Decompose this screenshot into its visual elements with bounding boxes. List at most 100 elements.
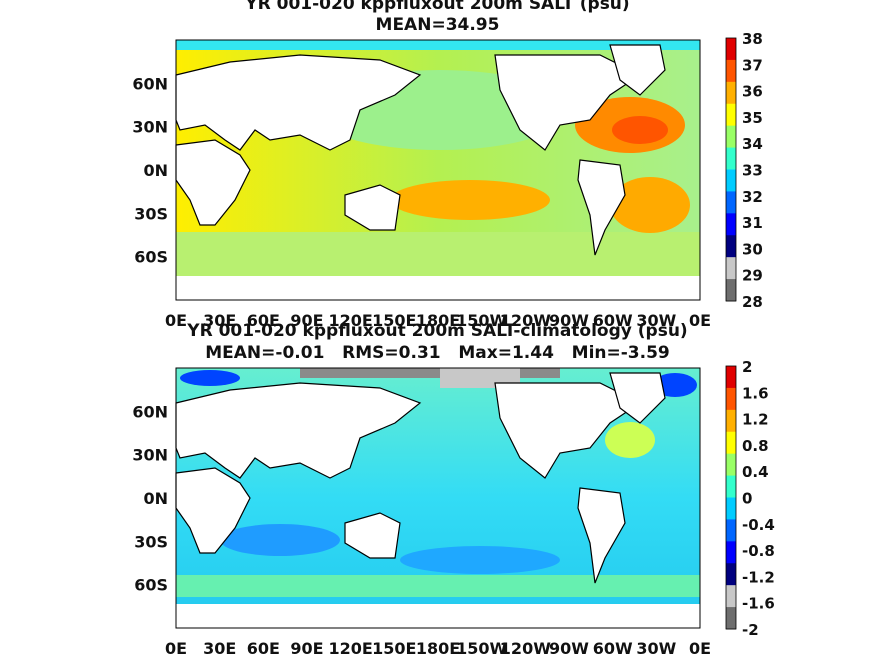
bottom-x-tick-label: 150W [456, 639, 507, 656]
top-y-tick-label: 0N [143, 161, 168, 180]
bottom-x-tick-label: 180E [416, 639, 460, 656]
top-colorbar-swatch [726, 125, 736, 149]
top-y-tick-label: 30N [132, 118, 168, 137]
top-x-tick-label: 120W [500, 311, 551, 330]
bottom-x-tick-label: 30W [636, 639, 676, 656]
bottom-x-tick-label: 120E [329, 639, 373, 656]
bottom-colorbar-swatch [726, 366, 736, 389]
top-south-pacific-orange [390, 180, 550, 220]
bottom-colorbar-tick-label: 2 [742, 358, 752, 376]
top-colorbar-frame [725, 37, 737, 302]
bottom-colorbar-tick-label: -1.6 [742, 595, 775, 613]
top-colorbar-swatch [726, 257, 736, 280]
bottom-x-tick-label: 120W [500, 639, 551, 656]
top-map-frame [175, 39, 701, 301]
bottom-colorbar-swatch [726, 453, 736, 477]
bottom-colorbar-swatch [726, 409, 736, 433]
top-x-tick-label: 150W [456, 311, 507, 330]
top-chart-title: YR 001-020 kppfluxout 200m SALT (psu) [245, 0, 630, 14]
top-colorbar-swatch [726, 213, 736, 236]
bottom-south-indian-blue [220, 524, 340, 556]
top-colorbar-tick-label: 30 [742, 240, 763, 258]
top-southern-ocean-band [176, 232, 700, 277]
top-land-eurasia [175, 54, 422, 151]
top-x-tick-label: 30W [636, 311, 676, 330]
top-land [175, 44, 666, 256]
bottom-y-tick-label: 30S [134, 532, 168, 551]
top-antarctic-band [176, 276, 700, 300]
bottom-x-tick-label: 0E [165, 639, 187, 656]
top-colorbar-swatch [726, 147, 736, 170]
top-x-tick-label: 60E [247, 311, 280, 330]
bottom-x-tick-label: 150E [372, 639, 416, 656]
bottom-map-frame [175, 367, 701, 629]
bottom-antarctic-band [176, 604, 700, 628]
top-land-greenland [609, 44, 666, 96]
top-colorbar-tick-label: 36 [742, 83, 763, 101]
bottom-colorbar-tick-label: -0.4 [742, 516, 775, 534]
top-y-tick-label: 30S [134, 204, 168, 223]
top-x-tick-label: 90W [549, 311, 589, 330]
top-x-tick-label: 150E [372, 311, 416, 330]
top-chart-subtitle: MEAN=34.95 [375, 15, 500, 35]
bottom-colorbar-swatch [726, 431, 736, 455]
bottom-x-tick-label: 60E [247, 639, 280, 656]
bottom-colorbar-tick-label: -1.2 [742, 568, 775, 586]
top-colorbar-swatch [726, 103, 736, 127]
top-colorbar-swatch [726, 59, 736, 83]
bottom-land-australia [344, 512, 401, 559]
top-colorbar-tick-label: 33 [742, 162, 763, 180]
top-colorbar-tick-label: 38 [742, 30, 763, 48]
bottom-x-tick-label: 30E [203, 639, 236, 656]
bottom-colorbar-swatch [726, 519, 736, 542]
bottom-land-greenland [609, 372, 666, 424]
bottom-arctic-gray [300, 368, 560, 378]
top-colorbar-tick-label: 29 [742, 267, 763, 285]
top-colorbar-swatch [726, 235, 736, 258]
top-x-tick-label: 180E [416, 311, 460, 330]
top-land-australia [344, 184, 401, 231]
top-colorbar-swatch [726, 169, 736, 192]
bottom-north-atlantic-yellow [605, 422, 655, 458]
top-land-africa [175, 139, 251, 226]
bottom-colorbar-swatch [726, 387, 736, 411]
top-north-atlantic-core [612, 116, 668, 144]
top-map [175, 39, 701, 301]
bottom-land [175, 372, 666, 584]
top-colorbar-tick-label: 31 [742, 214, 763, 232]
bottom-x-tick-label: 60W [593, 639, 633, 656]
bottom-y-tick-label: 0N [143, 489, 168, 508]
top-colorbar-tick-label: 35 [742, 109, 763, 127]
bottom-x-tick-label: 0E [689, 639, 711, 656]
top-x-tick-label: 0E [165, 311, 187, 330]
top-x-tick-label: 90E [290, 311, 323, 330]
bottom-colorbar-tick-label: 0.4 [742, 463, 769, 481]
bottom-colorbar-swatch [726, 541, 736, 564]
bottom-y-tick-label: 30N [132, 446, 168, 465]
bottom-south-pacific-blue [400, 546, 560, 574]
bottom-colorbar-swatch [726, 475, 736, 498]
bottom-x-tick-label: 90E [290, 639, 323, 656]
bottom-southern-ocean-green [176, 575, 700, 597]
bottom-land-south-america [577, 487, 626, 584]
top-x-tick-label: 0E [689, 311, 711, 330]
top-colorbar-swatch [726, 81, 736, 105]
bottom-map [175, 367, 701, 629]
top-colorbar-tick-label: 32 [742, 188, 763, 206]
top-colorbar-tick-label: 28 [742, 293, 763, 311]
top-south-atlantic-orange [610, 177, 690, 233]
bottom-colorbar-swatch [726, 585, 736, 608]
top-arctic-cyan [176, 40, 700, 50]
bottom-colorbar-tick-label: 1.6 [742, 384, 769, 402]
top-x-tick-label: 120E [329, 311, 373, 330]
bottom-land-africa [175, 467, 251, 554]
bottom-colorbar-swatch [726, 497, 736, 520]
top-colorbar-swatch [726, 279, 736, 302]
bottom-colorbar-tick-label: 1.2 [742, 411, 769, 429]
top-colorbar-swatch [726, 38, 736, 61]
top-y-tick-label: 60N [132, 74, 168, 93]
top-x-tick-label: 30E [203, 311, 236, 330]
top-y-tick-label: 60S [134, 248, 168, 267]
bottom-colorbar-swatch [726, 563, 736, 586]
